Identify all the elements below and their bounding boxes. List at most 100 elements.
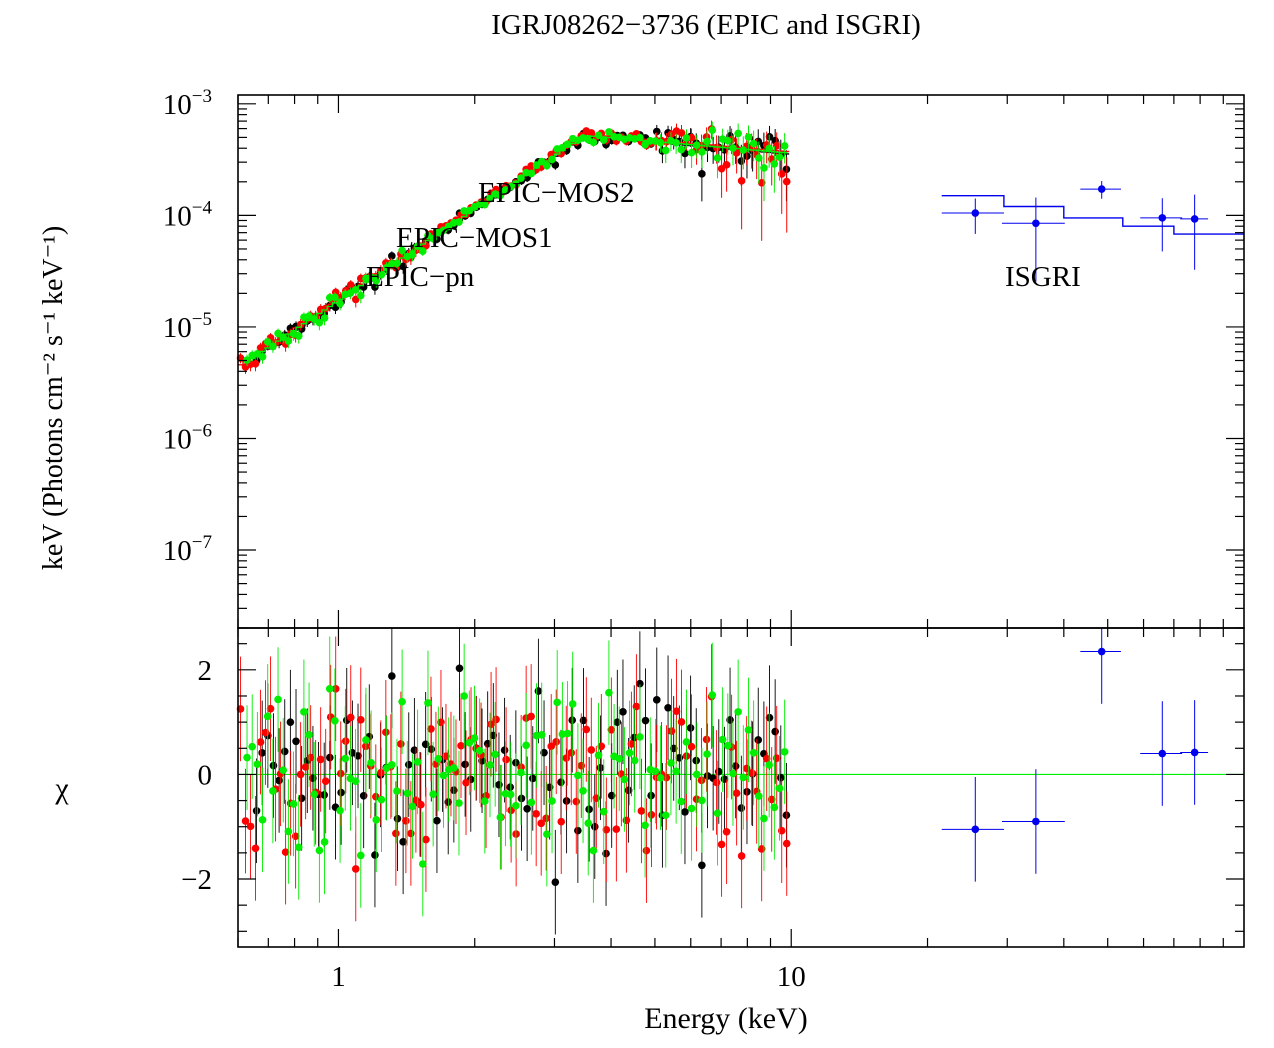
epic-mos1-residual-point xyxy=(577,761,586,770)
epic-mos2-residual-point xyxy=(770,803,779,812)
epic-mos2-residual-point xyxy=(744,726,753,734)
epic-mos2-residual-point xyxy=(450,764,458,772)
epic-mos1-residual-point xyxy=(552,738,561,746)
epic-mos2-residual-point xyxy=(584,819,593,827)
epic-mos2-residual-point xyxy=(739,773,748,782)
epic-pn-residual-point xyxy=(686,724,695,732)
epic-mos1-residual-point xyxy=(542,814,550,823)
bottom-panel-marks xyxy=(236,628,1244,935)
epic-mos2-residual-point xyxy=(491,750,499,759)
epic-pn-residual-point xyxy=(500,746,509,754)
epic-pn-residual-point xyxy=(607,791,616,800)
epic-pn-residual-point xyxy=(258,749,266,757)
epic-mos2-data-point xyxy=(486,194,494,203)
epic-mos2-residual-point xyxy=(398,697,406,706)
epic-mos2-data-point xyxy=(336,299,344,308)
epic-mos2-data-point xyxy=(636,133,644,142)
epic-mos1-residual-point xyxy=(442,752,450,761)
epic-mos2-residual-point xyxy=(749,748,758,757)
epic-mos2-residual-point xyxy=(253,760,262,769)
isgri-data-point xyxy=(1097,185,1106,193)
epic-pn-residual-point xyxy=(731,762,740,770)
epic-mos2-residual-point xyxy=(698,796,706,805)
epic-mos1-residual-point xyxy=(557,817,566,826)
epic-pn-residual-point xyxy=(776,773,785,782)
epic-mos2-data-point xyxy=(455,218,463,226)
epic-mos1-residual-point xyxy=(392,829,400,838)
epic-pn-residual-point xyxy=(495,780,503,789)
epic-pn-residual-point xyxy=(619,708,627,716)
epic-pn-residual-point xyxy=(359,791,368,800)
isgri-model-line xyxy=(941,195,1244,235)
epic-mos2-residual-point xyxy=(667,759,675,767)
epic-pn-residual-point xyxy=(326,753,334,762)
epic-mos1-residual-point xyxy=(712,778,721,787)
epic-mos1-residual-point xyxy=(567,749,576,757)
epic-pn-residual-point xyxy=(297,794,306,803)
tick-exponent: −3 xyxy=(192,86,212,107)
isgri-residual-point xyxy=(1097,647,1106,656)
epic-pn-residual-point xyxy=(523,804,531,813)
epic-mos2-residual-point xyxy=(661,811,670,820)
epic-mos1-residual-point xyxy=(321,777,330,785)
tick-exponent: −7 xyxy=(192,532,212,553)
epic-mos2-residual-point xyxy=(387,760,396,769)
epic-pn-residual-point xyxy=(596,763,605,772)
tick-base: 10 xyxy=(163,423,192,455)
epic-mos1-residual-point xyxy=(762,754,771,763)
epic-mos2-data-point xyxy=(418,247,427,256)
epic-mos1-residual-point xyxy=(627,740,636,748)
epic-mos2-residual-point xyxy=(692,770,701,779)
epic-mos1-residual-point xyxy=(632,702,641,711)
epic-mos2-residual-point xyxy=(362,736,370,744)
epic-mos1-residual-point xyxy=(527,712,535,721)
epic-mos2-data-point xyxy=(429,234,437,243)
tick-exponent: −5 xyxy=(192,309,212,330)
epic-mos1-residual-point xyxy=(722,827,731,836)
epic-mos1-residual-point xyxy=(397,740,405,748)
epic-mos2-residual-point xyxy=(589,846,598,855)
epic-mos2-data-point xyxy=(331,293,339,302)
epic-mos2-residual-point xyxy=(641,821,649,830)
epic-mos2-residual-point xyxy=(599,807,608,816)
isgri-residual-point xyxy=(1190,748,1199,757)
epic-mos2-data-point xyxy=(377,270,386,279)
epic-mos1-data-point xyxy=(677,129,686,137)
epic-mos2-residual-point xyxy=(284,827,293,836)
epic-mos2-residual-point xyxy=(486,761,494,769)
epic-mos1-residual-point xyxy=(301,763,310,771)
epic-mos2-data-point xyxy=(744,133,753,141)
epic-mos2-residual-point xyxy=(418,860,427,868)
epic-mos2-residual-point xyxy=(687,804,696,813)
epic-mos2-residual-point xyxy=(372,816,381,824)
epic-pn-residual-point xyxy=(371,851,379,859)
x-tick-label: 1 xyxy=(331,961,346,993)
epic-pn-residual-point xyxy=(269,761,278,770)
epic-mos1-residual-point xyxy=(331,685,340,693)
epic-mos1-data-point xyxy=(256,344,265,352)
bottom-y-axis-label: χ xyxy=(54,772,69,805)
epic-mos2-residual-point xyxy=(294,843,303,852)
tick-exponent: −4 xyxy=(192,197,213,218)
epic-mos2-data-point xyxy=(413,242,422,250)
epic-mos2-residual-point xyxy=(765,761,773,769)
epic-pn-residual-point xyxy=(433,816,441,825)
epic-mos2-residual-point xyxy=(300,708,308,716)
epic-mos2-data-point xyxy=(439,226,448,235)
epic-mos2-residual-point xyxy=(403,789,412,798)
epic-mos2-residual-point xyxy=(413,758,422,766)
bottom-panel: 2 0 −2 χ xyxy=(54,627,1245,948)
epic-mos2-data-point xyxy=(320,314,329,322)
epic-pn-residual-point xyxy=(534,687,543,695)
bottom-y-tick-label: −2 xyxy=(181,864,212,896)
epic-mos2-residual-point xyxy=(718,735,727,744)
epic-mos1-residual-point xyxy=(622,816,631,825)
epic-pn-residual-point xyxy=(681,808,689,816)
epic-pn-residual-point xyxy=(354,752,362,760)
epic-mos2-data-point xyxy=(755,154,763,162)
epic-mos2-data-point xyxy=(351,286,360,294)
epic-mos1-residual-point xyxy=(582,725,591,734)
epic-pn-data-point xyxy=(698,170,706,178)
epic-mos2-residual-point xyxy=(713,809,722,817)
epic-mos2-data-point xyxy=(698,148,706,156)
